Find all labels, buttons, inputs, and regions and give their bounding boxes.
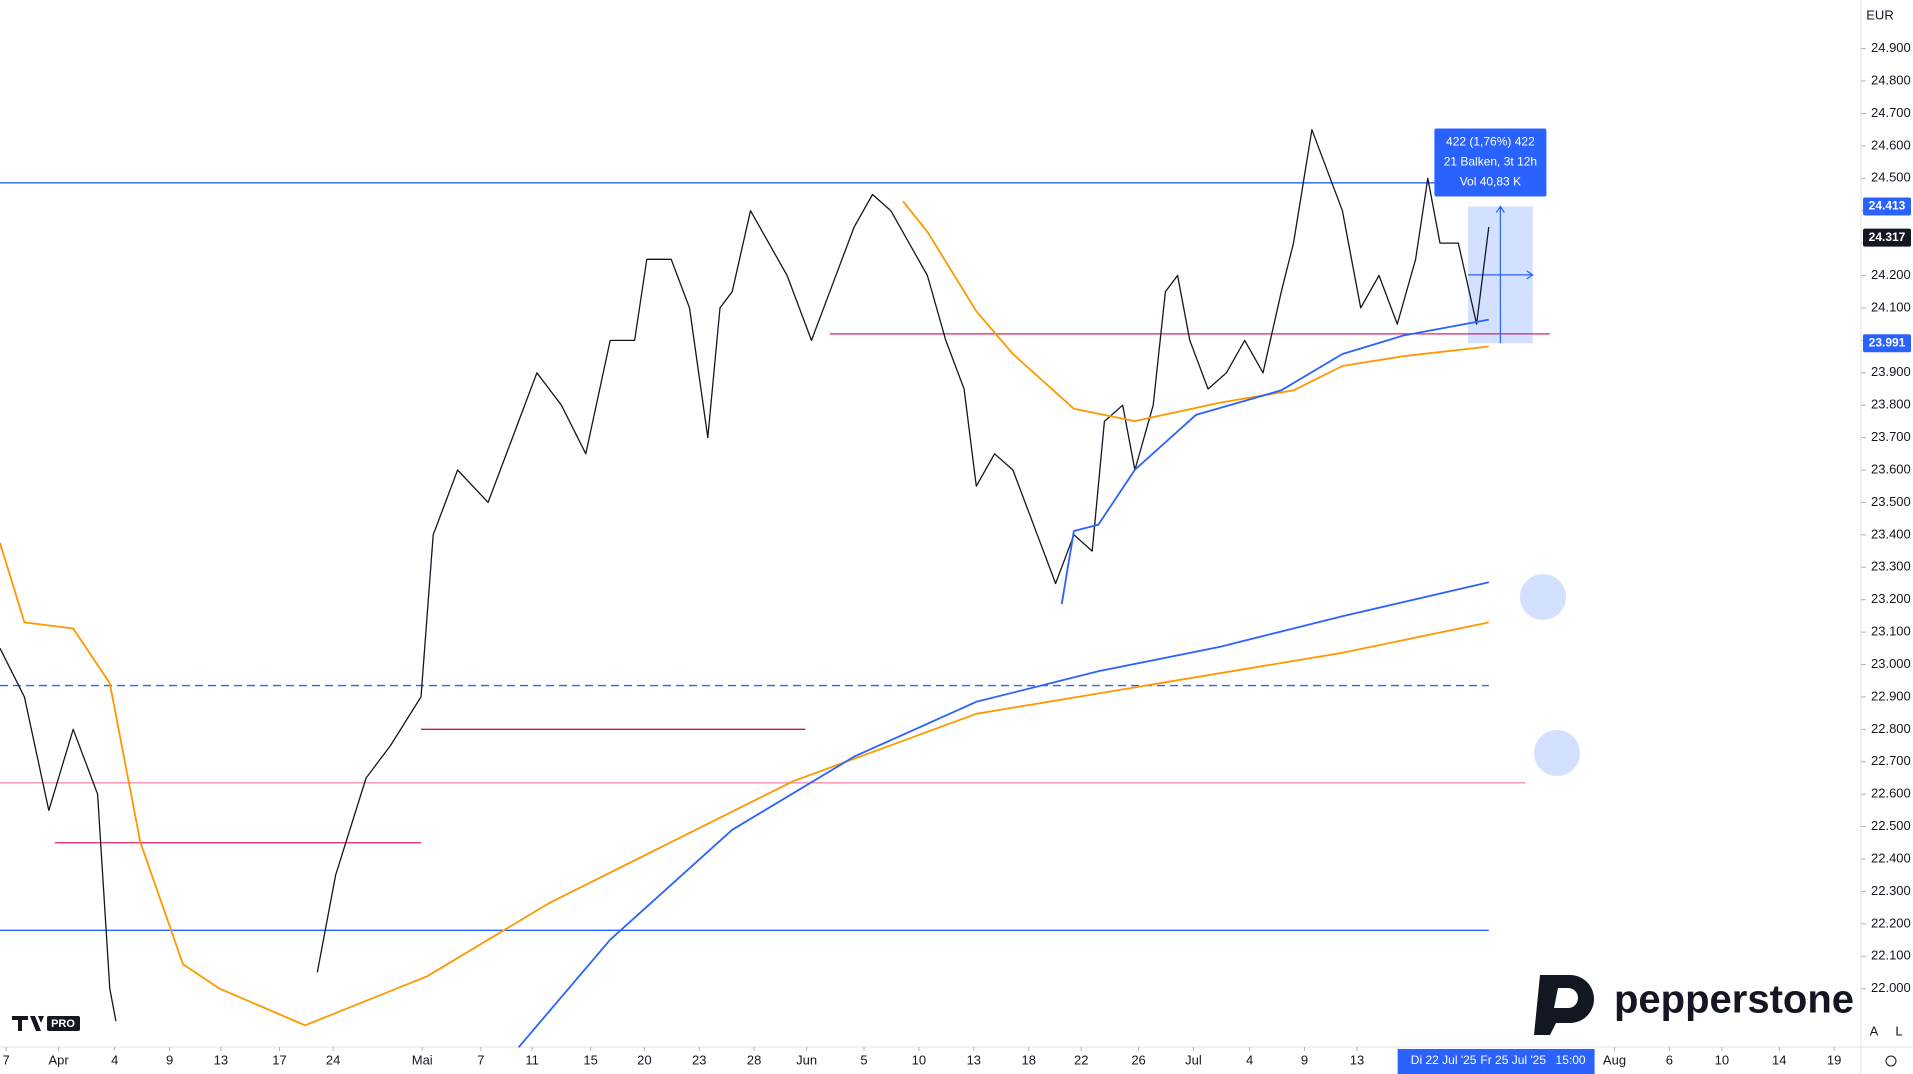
x-tick-label: 13 [1350, 1052, 1364, 1067]
y-tick-label: 23.300 [1871, 559, 1911, 574]
y-tick-label: 24.200 [1871, 267, 1911, 282]
y-tick-label: 24.900 [1871, 40, 1911, 55]
crosshair-label: 15:00 [1556, 1053, 1586, 1067]
x-tick-label: 11 [525, 1052, 539, 1067]
y-tick-label: 24.700 [1871, 105, 1911, 120]
y-tick-label: 24.800 [1871, 72, 1911, 87]
y-tick-label: 22.500 [1871, 818, 1911, 833]
log-button[interactable]: L [1895, 1023, 1902, 1038]
y-tick-label: 22.800 [1871, 721, 1911, 736]
y-tick-label: 22.400 [1871, 850, 1911, 865]
y-tick-label: 23.900 [1871, 364, 1911, 379]
y-tick-label: 23.800 [1871, 397, 1911, 412]
x-tick-label: 10 [912, 1052, 926, 1067]
x-tick-label: 7 [477, 1052, 484, 1067]
y-tick-label: 24.100 [1871, 299, 1911, 314]
y-tick-label: 22.000 [1871, 980, 1911, 995]
y-tick-label: 24.600 [1871, 137, 1911, 152]
x-tick-label: 10 [1715, 1052, 1729, 1067]
y-tick-label: 23.400 [1871, 526, 1911, 541]
x-tick-label: 17 [272, 1052, 286, 1067]
x-tick-label: 22 [1074, 1052, 1088, 1067]
x-tick-label: 4 [1246, 1052, 1253, 1067]
x-tick-label: 9 [1301, 1052, 1308, 1067]
measure-arrow [1468, 205, 1534, 344]
pepperstone-logo: pepperstone [1534, 975, 1854, 1035]
logo-text: pepperstone [1614, 978, 1854, 1022]
series-line [1060, 318, 1489, 605]
tv-badge-bg [47, 1016, 80, 1031]
x-tick-label: Jun [796, 1052, 817, 1067]
x-tick-label: 23 [692, 1052, 706, 1067]
y-tick-label: 22.300 [1871, 883, 1911, 898]
y-tick-label: 23.600 [1871, 461, 1911, 476]
currency-label: EUR [1866, 7, 1893, 22]
measure-tooltip-text: Vol 40,83 K [1460, 175, 1521, 189]
measure-low-label: 23.991 [1869, 335, 1906, 349]
series-line [0, 542, 1489, 1027]
x-tick-label: 18 [1022, 1052, 1036, 1067]
y-tick-label: 23.500 [1871, 494, 1911, 509]
y-tick-label: 22.700 [1871, 753, 1911, 768]
x-tick-label: 9 [166, 1052, 173, 1067]
auto-button[interactable]: A [1870, 1023, 1879, 1038]
settings-button[interactable] [1885, 1055, 1897, 1067]
series-line [0, 129, 1490, 1022]
plot [0, 129, 1550, 1048]
x-tick-label: 28 [747, 1052, 761, 1067]
tv-badge: PRO [51, 1018, 75, 1030]
y-tick-label: 22.200 [1871, 915, 1911, 930]
y-tick-label: 23.200 [1871, 591, 1911, 606]
y-tick-label: 23.700 [1871, 429, 1911, 444]
series-line [902, 200, 1489, 422]
measure-high-label: 24.413 [1869, 199, 1906, 213]
crosshair-label: Fr 25 Jul '25 [1480, 1053, 1546, 1067]
series-line [517, 581, 1490, 1048]
measure-tooltip-text: 422 (1,76%) 422 [1446, 135, 1535, 149]
marker-circle [1534, 730, 1580, 776]
x-tick-label: 6 [1666, 1052, 1673, 1067]
x-tick-label: 24 [326, 1052, 340, 1067]
crosshair-label-bg [1397, 1049, 1595, 1074]
tv-logo: PRO [12, 1016, 80, 1031]
x-tick-label: 26 [1131, 1052, 1145, 1067]
x-tick-label: 7 [2, 1052, 9, 1067]
measure-low-label-bg [1863, 334, 1911, 353]
last-price-label-bg [1863, 228, 1911, 247]
y-tick-label: 22.100 [1871, 948, 1911, 963]
logo-mark-inner [1554, 988, 1578, 1008]
x-tick-label: 15 [583, 1052, 597, 1067]
x-tick-label: 5 [860, 1052, 867, 1067]
y-tick-label: 22.900 [1871, 688, 1911, 703]
x-tick-label: Jul [1185, 1052, 1202, 1067]
x-tick-label: 14 [1772, 1052, 1786, 1067]
x-tick-label: Mai [412, 1052, 433, 1067]
x-tick-label: Aug [1603, 1052, 1626, 1067]
x-tick-label: 20 [637, 1052, 651, 1067]
y-tick-label: 24.500 [1871, 170, 1911, 185]
tv-icon [12, 1016, 44, 1031]
x-tick-label: Apr [48, 1052, 69, 1067]
measure-high-label-bg [1863, 197, 1911, 216]
measure-tooltip-bg [1434, 128, 1547, 197]
x-tick-label: 13 [214, 1052, 228, 1067]
x-tick-label: 4 [111, 1052, 118, 1067]
x-tick-label: 13 [967, 1052, 981, 1067]
x-tick-label: 19 [1827, 1052, 1841, 1067]
crosshair-label: Di 22 Jul '25 [1411, 1053, 1477, 1067]
y-tick-label: 23.100 [1871, 624, 1911, 639]
last-price-label: 24.317 [1869, 230, 1906, 244]
measure-tooltip-text: 21 Balken, 3t 12h [1444, 155, 1537, 169]
y-tick-label: 23.000 [1871, 656, 1911, 671]
y-tick-label: 22.600 [1871, 786, 1911, 801]
marker-circle [1520, 574, 1566, 620]
